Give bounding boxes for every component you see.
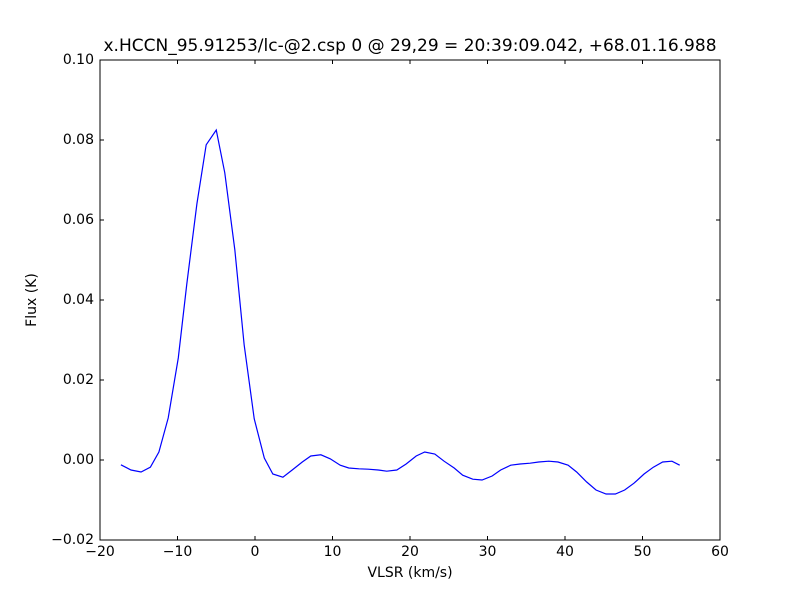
x-tick-label: 10 <box>324 544 342 560</box>
y-tick-label: 0.08 <box>63 132 94 148</box>
y-tick-label: 0.06 <box>63 212 94 228</box>
x-tick-label: 30 <box>479 544 497 560</box>
y-tick-label: 0.04 <box>63 292 94 308</box>
chart-title: x.HCCN_95.91253/lc-@2.csp 0 @ 29,29 = 20… <box>103 36 716 56</box>
y-tick-label: 0.02 <box>63 372 94 388</box>
plot-frame <box>99 59 721 541</box>
y-axis-label: Flux (K) <box>24 273 40 327</box>
x-tick-label: −10 <box>163 544 193 560</box>
line <box>120 128 680 495</box>
x-axis-label: VLSR (km/s) <box>367 565 452 581</box>
x-tick-label: 50 <box>634 544 652 560</box>
y-tick-label: 0.10 <box>63 52 94 68</box>
x-tick-label: 0 <box>251 544 260 560</box>
x-tick-label: −20 <box>85 544 115 560</box>
y-tick-label: 0.00 <box>63 452 94 468</box>
y-tick-label: −0.02 <box>51 532 94 548</box>
x-tick-label: 60 <box>711 544 729 560</box>
x-tick-label: 20 <box>401 544 419 560</box>
x-tick-label: 40 <box>556 544 574 560</box>
